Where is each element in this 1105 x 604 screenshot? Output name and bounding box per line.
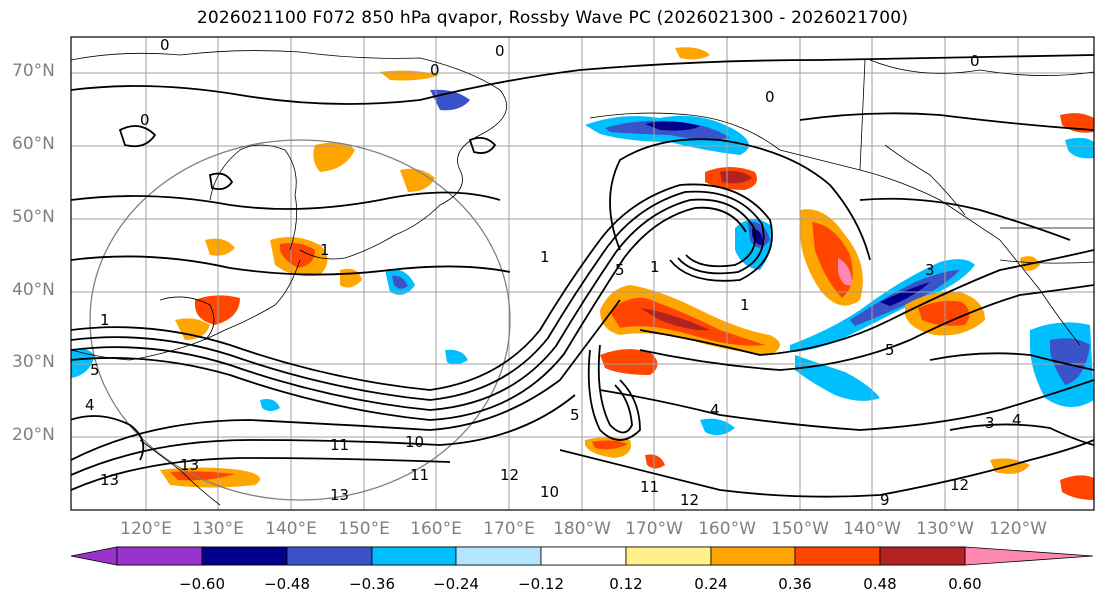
lon-label: 160°E xyxy=(410,519,462,539)
colorbar-tick-label: 0.36 xyxy=(778,575,812,593)
contour-label: 1 xyxy=(540,248,550,266)
contour-label: 4 xyxy=(85,396,95,414)
lon-label: 130°W xyxy=(916,519,974,539)
lon-label: 160°W xyxy=(698,519,756,539)
lon-label: 130°E xyxy=(192,519,244,539)
lon-label: 150°W xyxy=(771,519,829,539)
contour-label: 0 xyxy=(430,61,440,79)
coastlines xyxy=(71,50,1094,506)
map-frame xyxy=(70,36,1095,511)
contour-label: 12 xyxy=(680,491,699,509)
contour-label: 10 xyxy=(405,433,424,451)
graticule xyxy=(71,37,1094,510)
contour-label: 1 xyxy=(320,241,330,259)
colorbar-tick-label: 0.48 xyxy=(863,575,897,593)
contour-label: 12 xyxy=(950,476,969,494)
lon-label: 140°W xyxy=(843,519,901,539)
lat-label: 30°N xyxy=(12,352,55,372)
contours xyxy=(71,54,1094,498)
contour-label: 11 xyxy=(640,478,659,496)
contour-label: 1 xyxy=(740,296,750,314)
lat-label: 70°N xyxy=(12,61,55,81)
lon-label: 140°E xyxy=(265,519,317,539)
contour-label: 12 xyxy=(500,466,519,484)
lon-label: 120°W xyxy=(989,519,1047,539)
colorbar-segment xyxy=(964,546,1094,566)
contour-label: 0 xyxy=(140,111,150,129)
reference-circle xyxy=(89,139,511,501)
contour-label: 11 xyxy=(410,466,429,484)
lon-label: 150°E xyxy=(338,519,390,539)
colorbar-tick-label: −0.48 xyxy=(264,575,310,593)
contour-label: 5 xyxy=(570,406,580,424)
contour-label: 13 xyxy=(180,456,199,474)
contour-label: 10 xyxy=(540,483,559,501)
colorbar-tick-label: −0.24 xyxy=(433,575,479,593)
lon-label: 180°W xyxy=(553,519,611,539)
colorbar-segment xyxy=(70,546,118,566)
colorbar-tick-label: −0.36 xyxy=(349,575,395,593)
colorbar-overlay xyxy=(116,546,966,566)
colorbar-tick-label: −0.12 xyxy=(518,575,564,593)
contour-labels: 0 0 0 0 0 0 1 1 1 1 1 3 3 5 5 5 4 4 4 5 … xyxy=(85,36,1022,509)
qvapor-anomaly-fill xyxy=(71,47,1094,500)
contour-label: 3 xyxy=(925,261,935,279)
colorbar-tick-label: 0.24 xyxy=(694,575,728,593)
contour-label: 0 xyxy=(160,36,170,54)
contour-label: 9 xyxy=(880,491,890,509)
contour-label: 4 xyxy=(710,401,720,419)
contour-label: 13 xyxy=(330,486,349,504)
contour-label: 5 xyxy=(90,361,100,379)
contour-label: 0 xyxy=(970,52,980,70)
lon-label: 170°W xyxy=(625,519,683,539)
colorbar-tick-label: 0.60 xyxy=(948,575,982,593)
lat-label: 20°N xyxy=(12,425,55,445)
colorbar-tick-label: −0.60 xyxy=(179,575,225,593)
contour-label: 1 xyxy=(650,258,660,276)
lon-label: 120°E xyxy=(120,519,172,539)
contour-label: 5 xyxy=(885,341,895,359)
contour-label: 3 xyxy=(985,414,995,432)
contour-label: 4 xyxy=(1012,411,1022,429)
lat-label: 60°N xyxy=(12,134,55,154)
map-title: 2026021100 F072 850 hPa qvapor, Rossby W… xyxy=(196,8,909,28)
lon-label: 170°E xyxy=(483,519,535,539)
contour-label: 1 xyxy=(100,311,110,329)
contour-label: 0 xyxy=(495,42,505,60)
contour-label: 11 xyxy=(330,436,349,454)
contour-label: 13 xyxy=(100,471,119,489)
lat-label: 40°N xyxy=(12,280,55,300)
contour-label: 0 xyxy=(765,88,775,106)
contour-label: 5 xyxy=(615,261,625,279)
lat-label: 50°N xyxy=(12,207,55,227)
colorbar-tick-label: 0.12 xyxy=(609,575,643,593)
